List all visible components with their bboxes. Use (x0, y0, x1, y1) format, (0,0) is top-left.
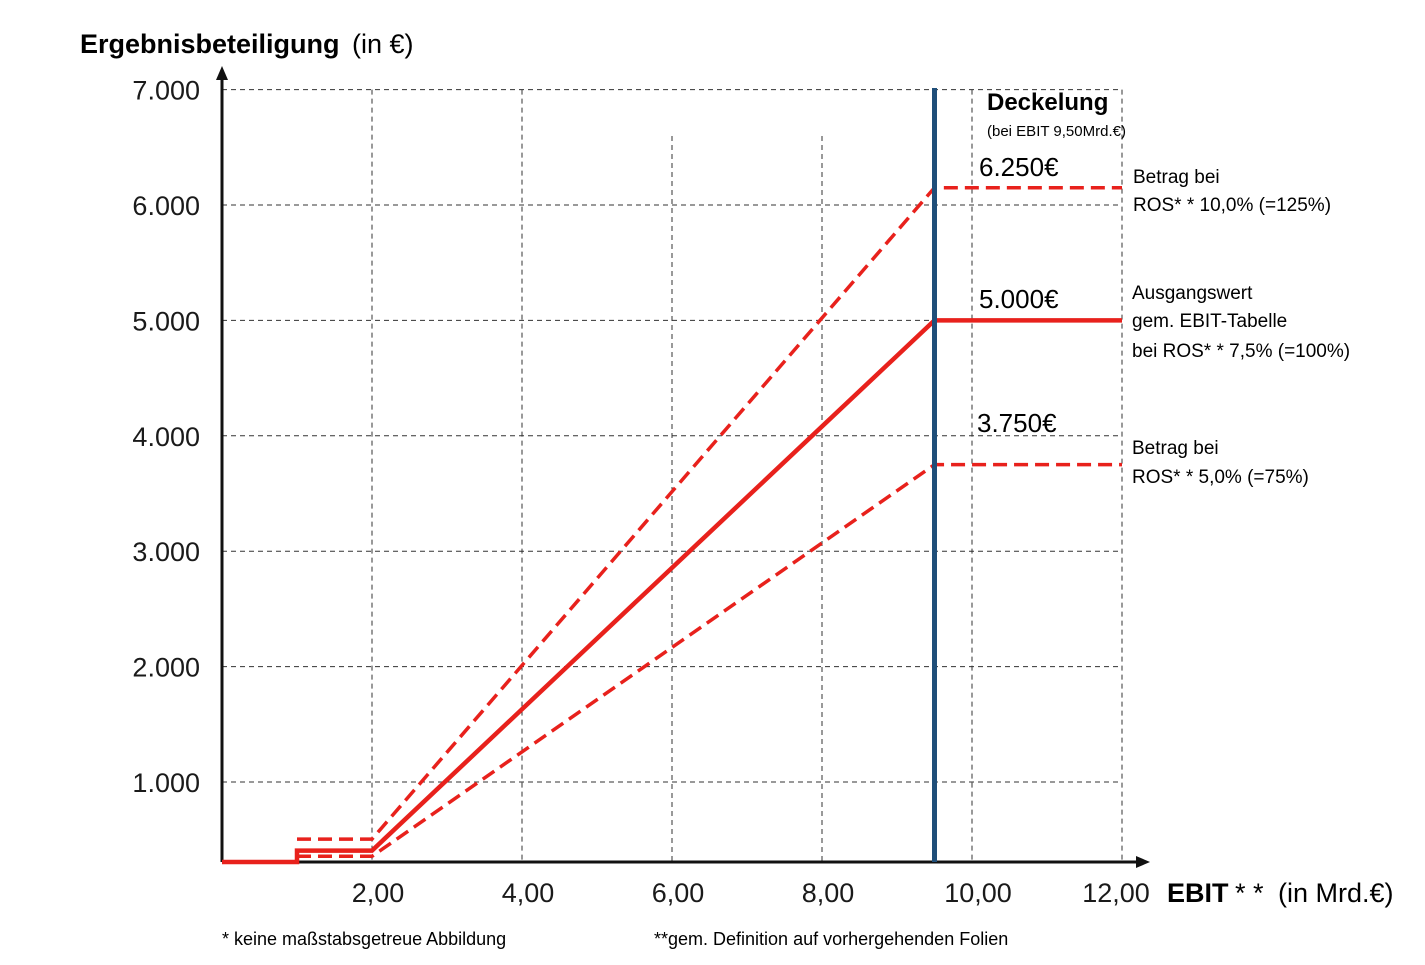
annotation-high-line-1: Betrag bei (1133, 167, 1220, 188)
y-axis-label: Ergebnisbeteiligung (80, 29, 340, 59)
cap-title: Deckelung (987, 89, 1108, 116)
annotation-base-line-3: bei ROS* * 7,5% (=100%) (1132, 341, 1350, 362)
y-tick-label: 7.000 (132, 76, 200, 106)
x-axis-label: EBIT (1167, 878, 1229, 908)
annotation-low-line-2: ROS* * 5,0% (=75%) (1132, 467, 1309, 488)
x-tick-label: 2,00 (352, 878, 405, 908)
footnote-scale: * keine maßstabsgetreue Abbildung (222, 929, 506, 949)
y-tick-label: 2.000 (132, 653, 200, 683)
x-tick-label: 4,00 (502, 878, 555, 908)
y-tick-label: 1.000 (132, 768, 200, 798)
tick-labels: 1.000 2.000 3.000 4.000 5.000 6.000 7.000 2,00 4… (132, 76, 1149, 908)
y-tick-label: 6.000 (132, 191, 200, 221)
y-tick-label: 5.000 (132, 306, 200, 336)
series-line-2 (297, 185, 1122, 841)
x-tick-label: 12,00 (1082, 878, 1150, 908)
value-label-low: 3.750€ (977, 408, 1057, 438)
series-line-1 (222, 318, 1122, 865)
y-axis-title: Ergebnisbeteiligung (in €) (80, 29, 414, 59)
annotation-low-line-1: Betrag bei (1132, 438, 1219, 459)
axes (216, 66, 1150, 868)
cap-subtitle: (bei EBIT 9,50Mrd.€) (987, 123, 1126, 140)
x-tick-label: 10,00 (944, 878, 1012, 908)
x-tick-label: 6,00 (652, 878, 705, 908)
annotation-high-line-2: ROS* * 10,0% (=125%) (1133, 195, 1331, 216)
x-tick-label: 8,00 (802, 878, 855, 908)
value-label-base: 5.000€ (979, 284, 1059, 314)
x-axis-arrow (1136, 856, 1150, 868)
footnote-definition: **gem. Definition auf vorhergehenden Fol… (654, 929, 1008, 949)
x-axis-title: EBIT * * (in Mrd.€) (1167, 878, 1393, 908)
x-axis-unit: (in Mrd.€) (1278, 878, 1394, 908)
y-axis-unit: (in €) (352, 29, 414, 59)
y-axis-arrow (216, 66, 228, 80)
series-lines (222, 185, 1122, 865)
annotation-base-line-2: gem. EBIT-Tabelle (1132, 311, 1287, 332)
annotation-base-line-1: Ausgangswert (1132, 283, 1253, 304)
value-label-high: 6.250€ (979, 152, 1059, 182)
x-axis-stars: * * (1235, 878, 1264, 908)
y-tick-label: 4.000 (132, 422, 200, 452)
y-tick-label: 3.000 (132, 537, 200, 567)
